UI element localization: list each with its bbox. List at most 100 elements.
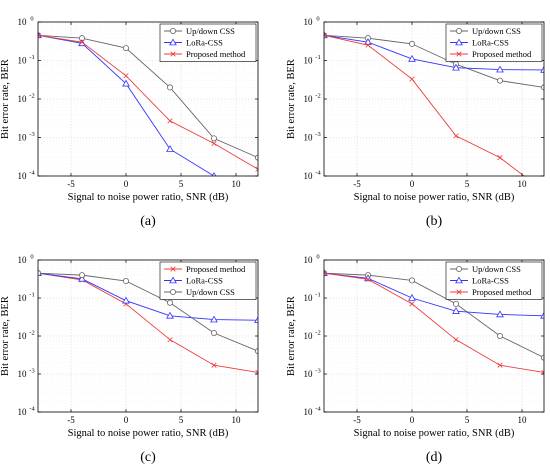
data-point-proposed-method — [453, 337, 459, 343]
y-tick-exponent: -4 — [29, 170, 35, 177]
legend-label: LoRa-CSS — [186, 38, 223, 48]
y-tick-label: 10 -3 — [304, 131, 321, 143]
x-tick-label: 10 — [232, 179, 242, 189]
data-point-lora-css — [408, 293, 416, 301]
y-tick-label: 10 -1 — [304, 54, 321, 66]
data-point-lora-css — [452, 307, 460, 314]
series-line-up-down-css — [324, 34, 544, 88]
x-tick-label: 5 — [465, 415, 470, 425]
y-tick-base: 10 — [304, 293, 314, 303]
y-tick-base: 10 — [18, 171, 28, 181]
data-point-lora-css — [255, 179, 261, 185]
legend-marker — [169, 27, 176, 34]
y-tick-base: 10 — [18, 255, 28, 265]
data-point-up-down-css — [79, 272, 86, 279]
y-tick-exponent: -2 — [315, 330, 320, 337]
legend-marker — [169, 288, 176, 295]
legend-item: Proposed method — [450, 287, 532, 297]
series-group — [324, 31, 544, 176]
x-axis-label: Signal to noise power ratio, SNR (dB) — [354, 192, 515, 203]
series-line-proposed-method — [38, 34, 258, 170]
y-tick-label: 10 -2 — [18, 93, 35, 105]
data-point-proposed-method — [324, 270, 327, 276]
x-tick-label: -5 — [353, 415, 361, 425]
y-tick-label: 10 -3 — [304, 368, 321, 380]
series-group — [324, 269, 544, 376]
legend-label: Proposed method — [472, 49, 532, 59]
x-axis-label: Signal to noise power ratio, SNR (dB) — [68, 192, 229, 203]
legend-label: Up/down CSS — [186, 26, 235, 36]
data-point-lora-css — [540, 311, 544, 319]
x-tick-label: 0 — [410, 415, 415, 425]
data-point-proposed-method — [497, 155, 503, 161]
y-tick-label: 10 -1 — [18, 292, 35, 304]
data-point-proposed-method — [365, 276, 371, 282]
series-line-lora-css — [38, 34, 218, 176]
y-tick-label: 10 -3 — [18, 131, 35, 143]
data-point-up-down-css — [123, 45, 130, 52]
x-tick-label: 5 — [179, 415, 184, 425]
y-tick-base: 10 — [304, 17, 314, 27]
x-axis-label: Signal to noise power ratio, SNR (dB) — [68, 428, 229, 439]
y-tick-base: 10 — [304, 133, 314, 143]
y-tick-label: 10 0 — [18, 254, 34, 266]
data-point-up-down-css — [166, 299, 173, 306]
y-tick-label: 10 -1 — [18, 54, 35, 66]
y-tick-label: 10 -4 — [18, 170, 36, 182]
data-point-lora-css — [408, 54, 416, 62]
y-tick-base: 10 — [18, 331, 28, 341]
y-tick-label: 10 -4 — [18, 406, 36, 418]
data-point-lora-css — [78, 274, 86, 282]
legend-marker — [170, 266, 176, 272]
y-tick-exponent: -1 — [29, 292, 34, 299]
y-tick-base: 10 — [18, 17, 28, 27]
y-tick-base: 10 — [304, 407, 314, 417]
data-point-proposed-method — [79, 39, 85, 45]
data-point-lora-css — [122, 79, 130, 87]
data-point-up-down-css — [166, 84, 173, 91]
series-line-lora-css — [38, 272, 258, 321]
legend-item: LoRa-CSS — [164, 276, 223, 286]
y-tick-base: 10 — [304, 331, 314, 341]
data-point-up-down-css — [452, 300, 459, 307]
y-tick-exponent: -3 — [29, 131, 34, 138]
series-line-proposed-method — [38, 272, 258, 373]
data-point-proposed-method — [123, 73, 129, 79]
legend-item: Up/down CSS — [450, 264, 521, 274]
legend-item: Up/down CSS — [450, 26, 521, 36]
y-tick-exponent: -3 — [29, 368, 34, 375]
y-tick-label: 10 -4 — [304, 170, 322, 182]
legend-item: LoRa-CSS — [450, 276, 509, 286]
y-tick-exponent: -2 — [29, 93, 34, 100]
y-tick-base: 10 — [304, 171, 314, 181]
legend-item: Up/down CSS — [164, 26, 235, 36]
data-point-lora-css — [254, 316, 258, 324]
legend-label: LoRa-CSS — [186, 276, 223, 286]
x-tick-label: -5 — [67, 179, 75, 189]
legend-marker — [456, 51, 462, 57]
y-tick-base: 10 — [18, 407, 28, 417]
series-group — [38, 31, 261, 185]
panel-label: (a) — [140, 214, 156, 229]
legend-marker — [169, 276, 177, 284]
y-tick-base: 10 — [18, 94, 28, 104]
data-point-proposed-method — [211, 140, 217, 147]
data-point-lora-css — [496, 65, 504, 73]
y-tick-exponent: -4 — [29, 406, 35, 413]
data-point-up-down-css — [123, 278, 130, 285]
y-axis-label: Bit error rate, BER — [286, 59, 297, 139]
x-axis-label: Signal to noise power ratio, SNR (dB) — [354, 428, 515, 439]
y-tick-exponent: 0 — [30, 16, 33, 23]
data-point-lora-css — [166, 311, 174, 319]
y-tick-label: 10 -3 — [18, 368, 35, 380]
legend-marker — [169, 38, 177, 46]
data-point-proposed-method — [409, 76, 415, 82]
y-tick-label: 10 -2 — [18, 330, 35, 342]
legend-label: Proposed method — [186, 49, 246, 59]
